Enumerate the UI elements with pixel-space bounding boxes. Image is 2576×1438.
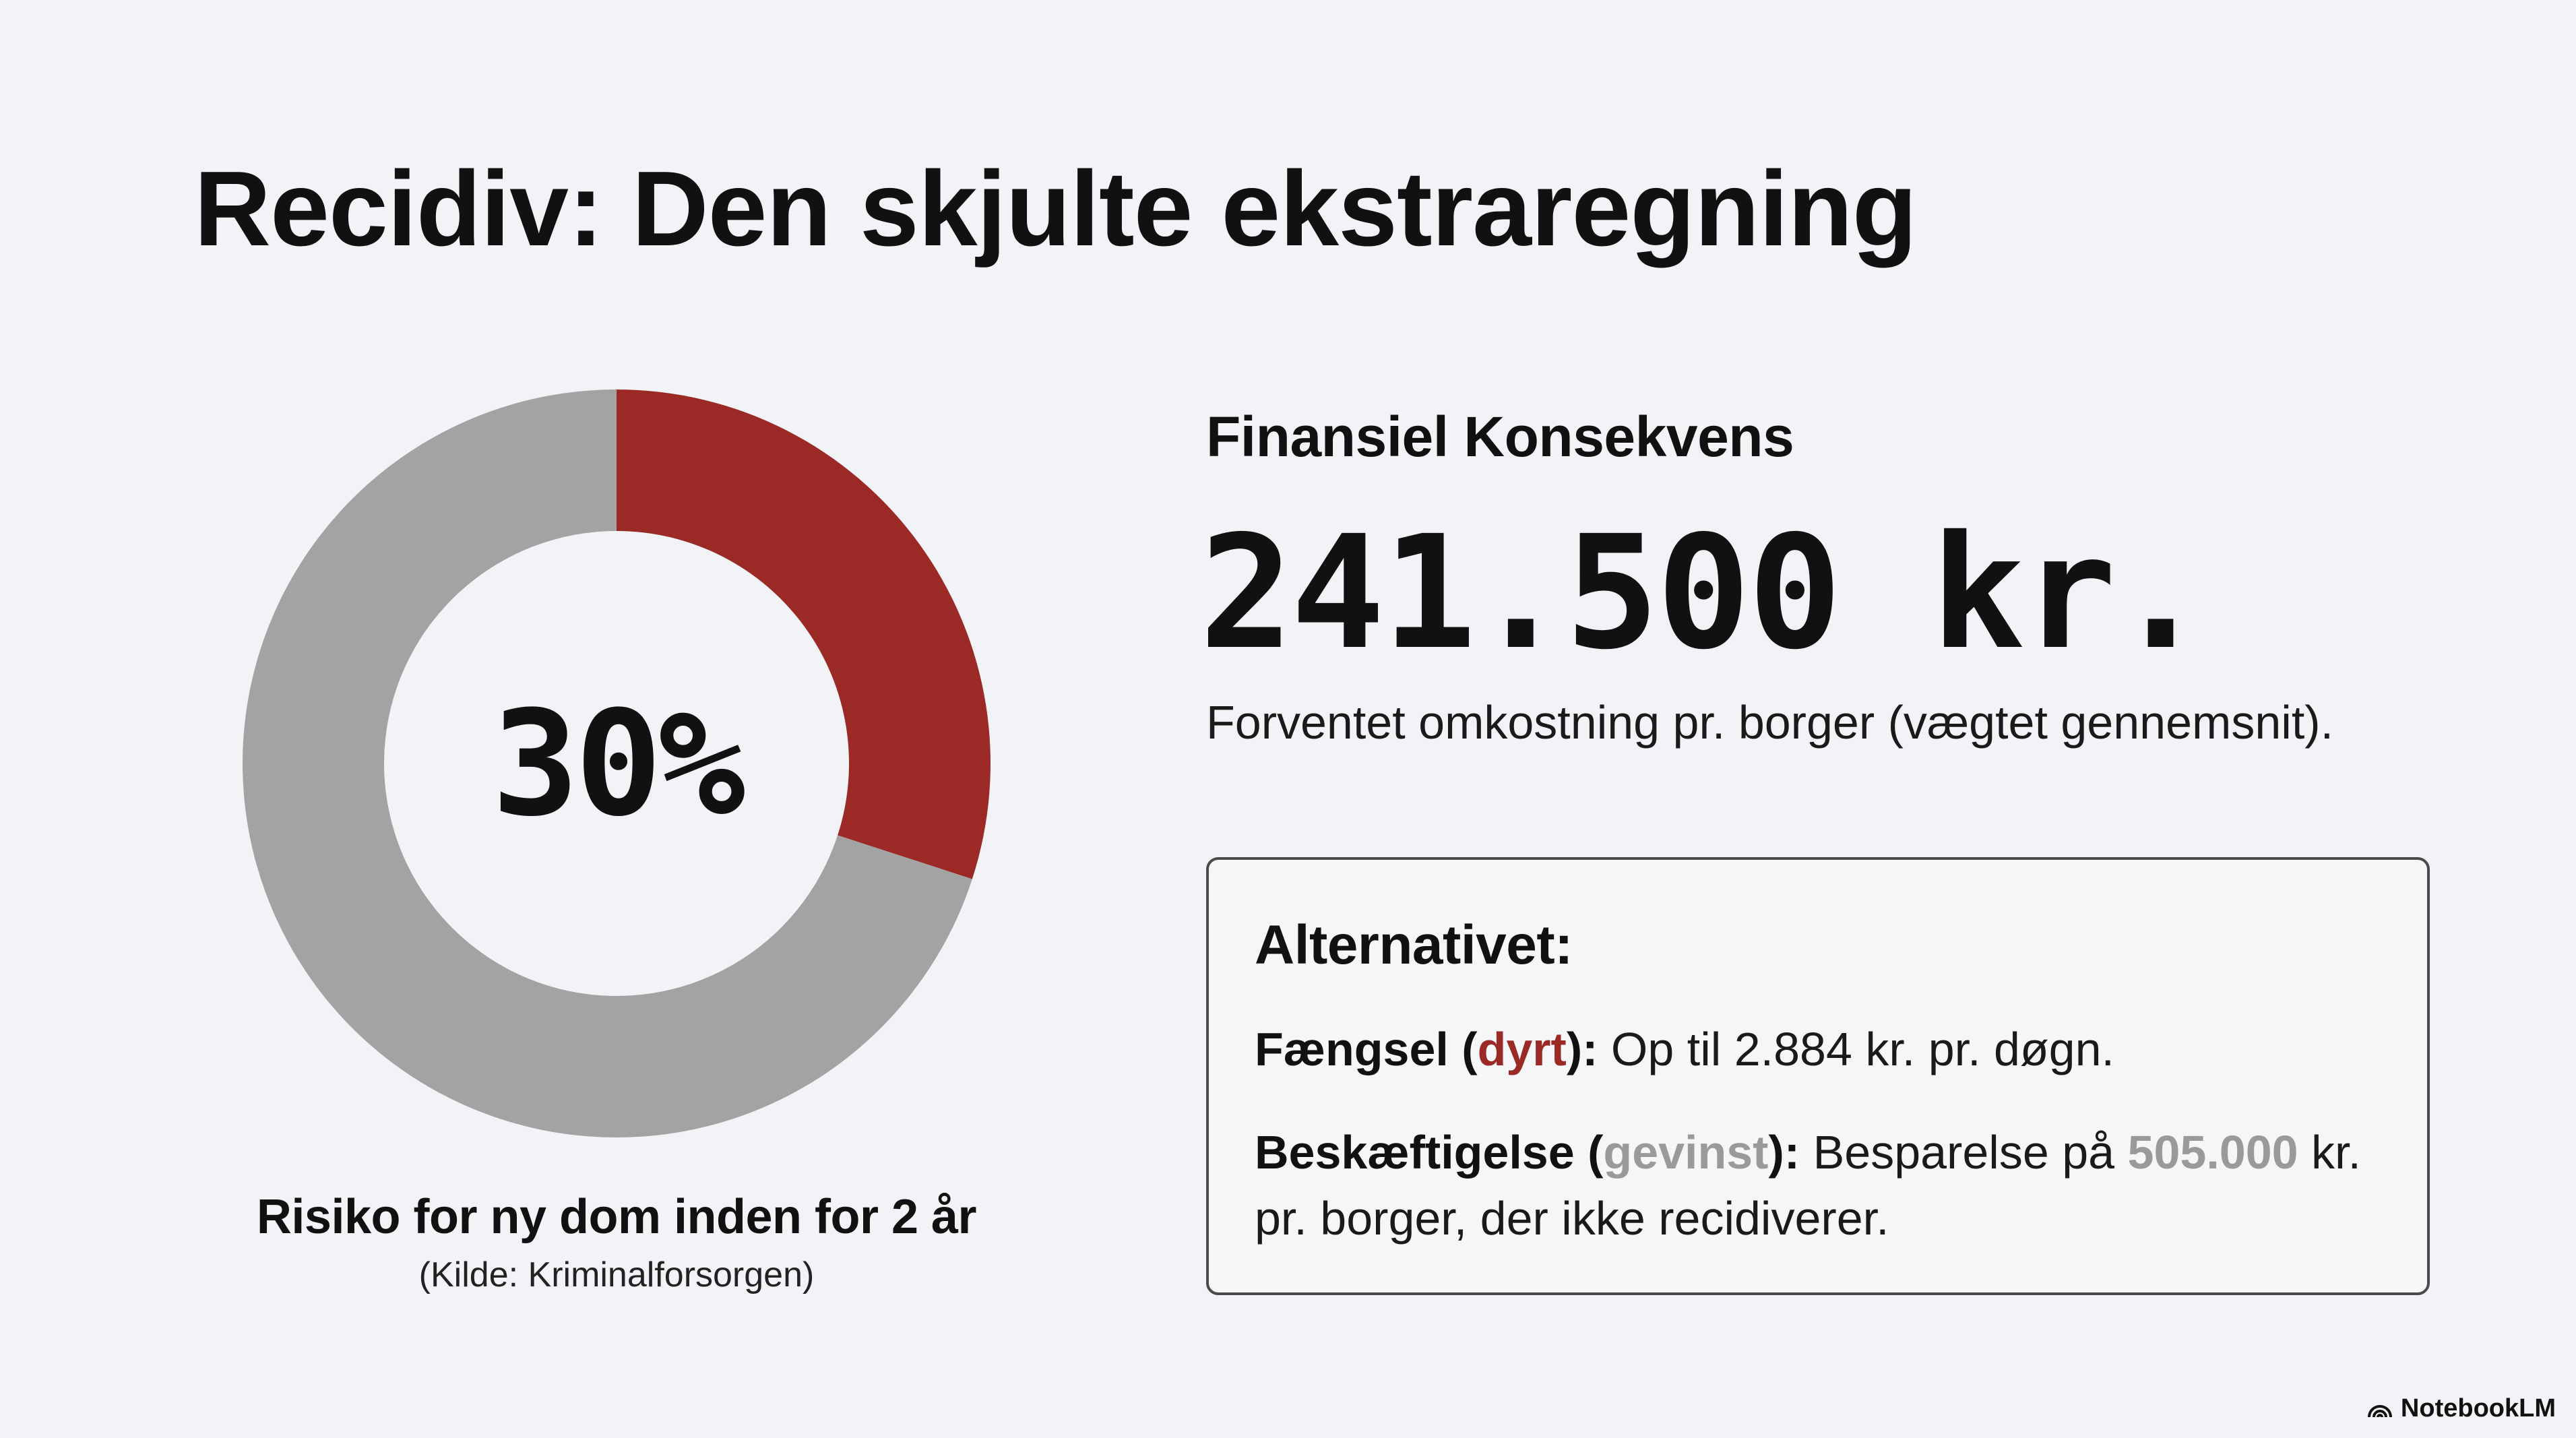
alternative-item-text: Op til 2.884 kr. pr. døgn. [1598, 1023, 2114, 1075]
brand-name: NotebookLM [2400, 1394, 2556, 1423]
alternative-item-label: Fængsel (dyrt): [1255, 1023, 1598, 1075]
alternative-item-text: Besparelse på [1800, 1126, 2128, 1179]
alternative-item-prison: Fængsel (dyrt): Op til 2.884 kr. pr. døg… [1255, 1016, 2400, 1082]
notebooklm-brand: NotebookLM [2367, 1394, 2556, 1423]
alternative-item-text-end: kr. pr. borger, der ikke recidiverer. [1255, 1126, 2361, 1245]
alternative-item-employment: Beskæftigelse (gevinst): Besparelse på 5… [1255, 1119, 2400, 1251]
alternative-box: Alternativet: Fængsel (dyrt): Op til 2.8… [1206, 857, 2430, 1295]
financial-amount: 241.500 kr. [1199, 502, 2207, 684]
donut-slice-remainder [243, 389, 972, 1137]
donut-slice-risk [617, 389, 991, 879]
chart-caption: Risiko for ny dom inden for 2 år [256, 1190, 977, 1244]
alternative-item-keyword: gevinst [1603, 1126, 1769, 1179]
alternative-item-keyword: dyrt [1477, 1023, 1567, 1075]
notebooklm-logo-icon [2367, 1404, 2392, 1417]
alternative-item-highlight: 505.000 [2127, 1126, 2298, 1179]
slide-title: Recidiv: Den skjulte ekstraregning [194, 150, 1917, 268]
donut-chart: 30% [243, 389, 991, 1137]
financial-heading: Finansiel Konsekvens [1206, 405, 1794, 468]
financial-subtitle: Forventet omkostning pr. borger (vægtet … [1206, 696, 2334, 749]
alternative-heading: Alternativet: [1255, 914, 1573, 976]
donut-chart-svg [243, 389, 991, 1137]
alternative-item-label: Beskæftigelse (gevinst): [1255, 1126, 1800, 1179]
chart-source: (Kilde: Kriminalforsorgen) [418, 1255, 815, 1294]
